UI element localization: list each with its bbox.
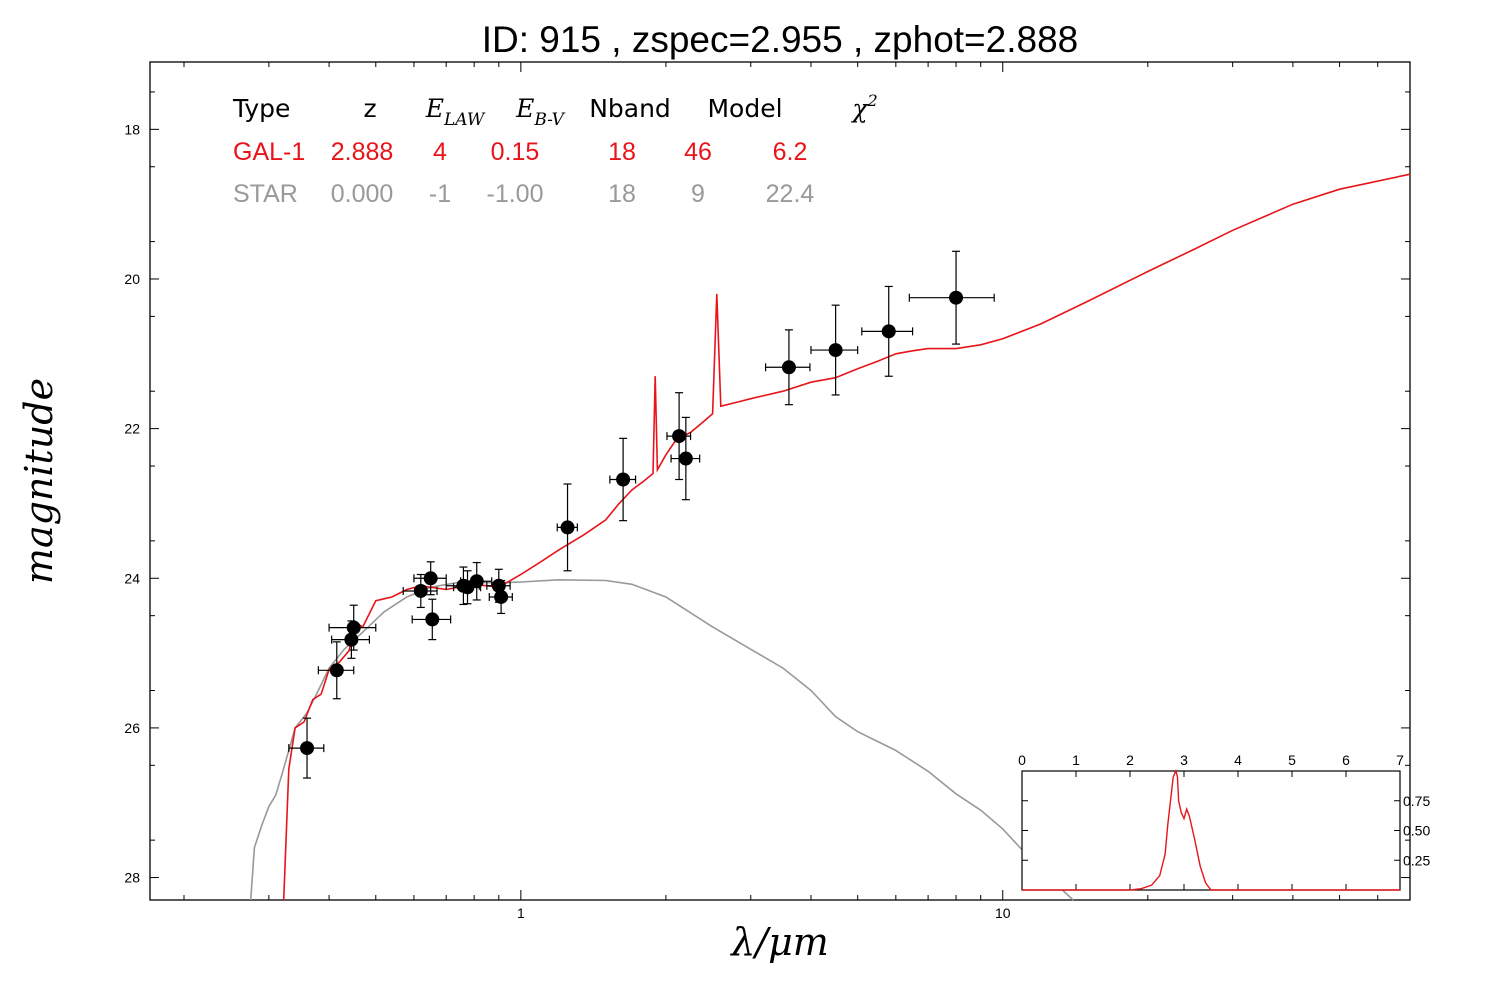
x-tick-label: 10 <box>995 905 1011 921</box>
legend-table-cell: 9 <box>691 180 705 208</box>
ebv-header: EB-V <box>515 94 566 130</box>
data-point <box>331 620 371 659</box>
y-axis-label: magnitude <box>17 378 61 584</box>
chart-title: ID: 915 , zspec=2.955 , zphot=2.888 <box>482 19 1079 60</box>
x-tick-label: 1 <box>517 905 525 921</box>
inset-x-tick-label: 0 <box>1018 752 1026 768</box>
legend-table-cell: 0.15 <box>491 138 540 166</box>
y-tick-label: 18 <box>124 121 140 137</box>
y-tick-label: 20 <box>124 271 140 287</box>
inset-x-tick-label: 6 <box>1342 752 1350 768</box>
data-point <box>908 250 995 345</box>
x-axis-label: λ/μm <box>729 920 829 964</box>
data-point-marker <box>672 429 687 444</box>
data-point <box>402 573 438 609</box>
data-point-marker <box>828 343 843 358</box>
data-point-marker <box>423 571 438 586</box>
y-tick-label: 24 <box>124 570 140 586</box>
data-point-marker <box>678 451 693 466</box>
legend-table-cell: -1 <box>429 180 451 208</box>
data-point <box>810 304 859 396</box>
data-point <box>670 416 701 501</box>
z-header: z <box>363 94 376 123</box>
inset-x-tick-label: 1 <box>1072 752 1080 768</box>
type-header: Type <box>232 94 290 123</box>
data-point <box>288 717 325 779</box>
data-point <box>666 392 692 481</box>
inset-y-tick-label: 0.25 <box>1403 852 1430 868</box>
legend-table-cell: 0.000 <box>331 180 394 208</box>
nband-header: Nband <box>589 94 671 123</box>
inset-x-tick-label: 5 <box>1288 752 1296 768</box>
inset-x-tick-label: 4 <box>1234 752 1242 768</box>
data-point <box>317 641 355 700</box>
data-point <box>764 329 811 406</box>
data-point-marker <box>344 632 359 647</box>
data-point <box>411 598 452 641</box>
plot-frame <box>149 61 1411 901</box>
y-tick-label: 22 <box>124 421 140 437</box>
legend-table: Type z ELAW EB-V Nband Model χ2 GAL-1 2.888 4 0.15… <box>232 91 878 208</box>
inset-x-tick-label: 2 <box>1126 752 1134 768</box>
inset-x-tick-label: 3 <box>1180 752 1188 768</box>
data-point <box>556 483 578 572</box>
data-point <box>413 561 447 596</box>
data-point-marker <box>491 578 506 593</box>
legend-table-cell: -1.00 <box>487 180 544 208</box>
legend-table-cell: GAL-1 <box>233 138 305 166</box>
data-point-marker <box>469 574 484 589</box>
legend-table-cell: 4 <box>433 138 447 166</box>
pdz-inset: 0 1 2 3 4 5 6 7 0.25 0.50 0.75 <box>1018 752 1430 891</box>
inset-frame <box>1021 770 1401 891</box>
y-tick-label: 28 <box>124 870 140 886</box>
data-point-marker <box>494 589 509 604</box>
data-point-marker <box>300 741 315 756</box>
x-axis: 1 10 <box>183 62 1411 921</box>
data-point-marker <box>616 472 631 487</box>
legend-table-cell: 18 <box>608 138 636 166</box>
pdz-curve <box>1022 768 1400 891</box>
inset-y-tick-label: 0.75 <box>1403 793 1430 809</box>
data-point-marker <box>881 324 896 339</box>
photometry-points <box>288 250 995 779</box>
data-point-marker <box>413 583 428 598</box>
data-point <box>488 579 513 615</box>
legend-table-cell: 22.4 <box>766 180 815 208</box>
inset-y-tick-label: 0.50 <box>1403 823 1430 839</box>
legend-table-cell: STAR <box>233 180 298 208</box>
data-point <box>861 285 914 377</box>
chi2-header: χ2 <box>850 91 877 123</box>
data-point-marker <box>560 520 575 535</box>
inset-x-tick-label: 7 <box>1396 752 1404 768</box>
data-point-marker <box>346 620 361 635</box>
model-header: Model <box>707 94 782 123</box>
legend-table-cell: 2.888 <box>331 138 394 166</box>
data-point <box>460 561 493 601</box>
legend-table-cell: 18 <box>608 180 636 208</box>
data-point-marker <box>781 360 796 375</box>
legend-table-cell: 46 <box>684 138 712 166</box>
data-point <box>609 437 637 522</box>
legend-table-cell: 6.2 <box>773 138 808 166</box>
data-point-marker <box>425 612 440 627</box>
elaw-header: ELAW <box>425 94 486 130</box>
data-point-marker <box>329 663 344 678</box>
data-point-marker <box>949 290 964 305</box>
y-tick-label: 26 <box>124 720 140 736</box>
